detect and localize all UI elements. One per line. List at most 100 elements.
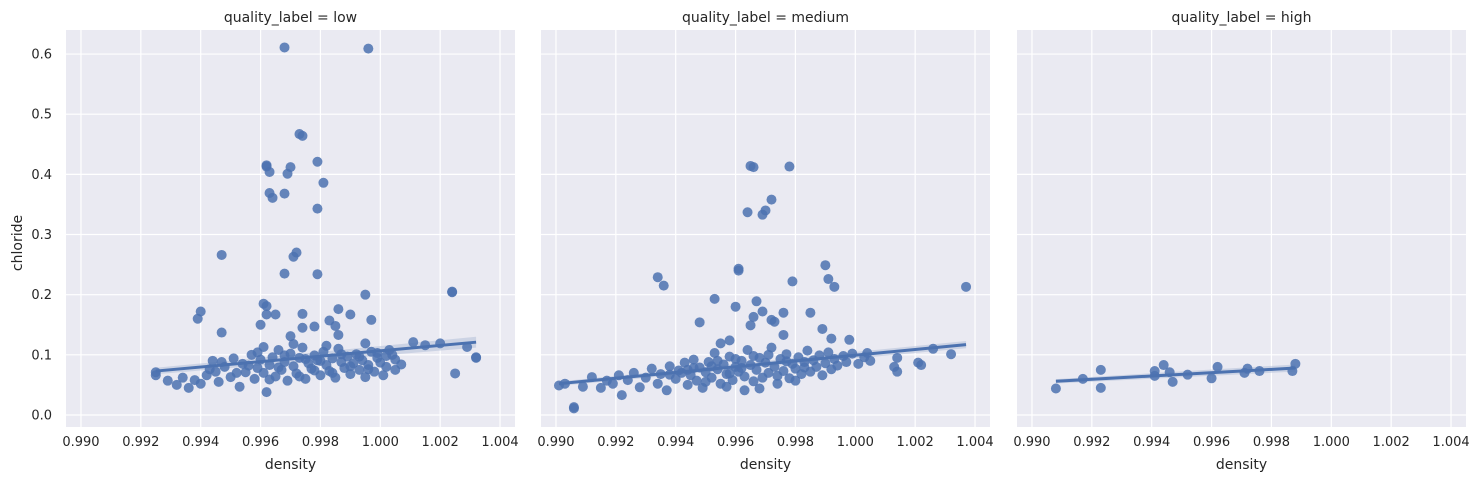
data-point [742,207,753,218]
data-point [646,363,657,374]
data-point [297,130,308,141]
data-point [1206,373,1217,384]
data-point [1167,376,1178,387]
data-point [177,372,188,383]
x-tick-label: 0.994 [1133,435,1170,450]
x-tick-label: 1.000 [837,435,874,450]
data-point [345,309,356,320]
data-point [321,340,332,351]
regression-line [558,343,967,386]
data-point [739,371,750,382]
data-point [297,308,308,319]
x-tick-label: 0.996 [1193,435,1230,450]
data-point [195,378,206,389]
data-point [150,370,161,381]
data-point [366,314,377,325]
data-point [1095,364,1106,375]
data-point [1095,382,1106,393]
data-point [658,280,669,291]
y-tick-label: 0.2 [31,288,52,303]
y-tick-label: 0.4 [31,168,52,183]
data-point [805,307,816,318]
data-point [865,355,876,366]
data-point [471,352,482,363]
data-point [330,320,341,331]
data-point [892,352,903,363]
x-tick-label: 0.998 [302,435,339,450]
data-point [787,276,798,287]
data-point [709,293,720,304]
data-point [790,375,801,386]
y-tick-label: 0.1 [31,348,52,363]
data-point [381,361,392,372]
data-point [216,249,227,260]
data-point [799,362,810,373]
data-point [757,306,768,317]
regression-line [1055,366,1296,383]
data-point [207,355,218,366]
data-point [817,323,828,334]
data-point [333,304,344,315]
data-point [354,364,365,375]
x-tick-label: 0.992 [122,435,159,450]
data-point [345,369,356,380]
data-point [652,378,663,389]
panel-title: quality_label = low [224,10,357,26]
x-tick-label: 1.004 [481,435,518,450]
data-point [844,334,855,345]
data-point [396,359,407,370]
data-point [261,309,272,320]
x-tick-label: 0.994 [657,435,694,450]
data-point [309,365,320,376]
data-point [817,370,828,381]
x-tick-label: 0.990 [1013,435,1050,450]
data-point [447,287,458,298]
data-point [288,338,299,349]
data-point [231,367,242,378]
data-point [279,188,290,199]
x-axis-label: density [265,457,316,473]
data-point [360,338,371,349]
facet-panel-2: 0.990 0.992 0.994 0.996 0.998 1.000 1.002 1.004… [537,10,993,473]
data-point [234,381,245,392]
data-point [282,168,293,179]
data-point [297,342,308,353]
data-point [715,338,726,349]
data-point [216,327,227,338]
data-point [279,268,290,279]
data-point [778,307,789,318]
data-point [1158,360,1169,371]
x-tick-label: 1.000 [1313,435,1350,450]
data-point [285,331,296,342]
x-tick-label: 1.000 [362,435,399,450]
data-point [802,345,813,356]
data-point [688,354,699,365]
data-point [961,281,972,292]
panel-background [1017,30,1466,427]
data-point [913,357,924,368]
data-point [772,378,783,389]
x-tick-label: 1.002 [1373,435,1410,450]
data-point [312,156,323,167]
y-tick-label: 0.0 [31,408,52,423]
data-point [823,347,834,358]
data-point [769,316,780,327]
data-point [1149,366,1160,377]
data-point [781,349,792,360]
data-point [733,265,744,276]
data-point [267,192,278,203]
data-point [450,368,461,379]
data-point [408,337,419,348]
data-point [682,379,693,390]
x-tick-label: 0.990 [537,435,574,450]
x-tick-label: 0.996 [242,435,279,450]
data-point [691,375,702,386]
data-point [766,194,777,205]
data-point [889,361,900,372]
data-point [255,319,266,330]
data-point [192,313,203,324]
data-point [661,385,672,396]
data-point [748,351,759,362]
data-point [751,364,762,375]
data-point [778,329,789,340]
